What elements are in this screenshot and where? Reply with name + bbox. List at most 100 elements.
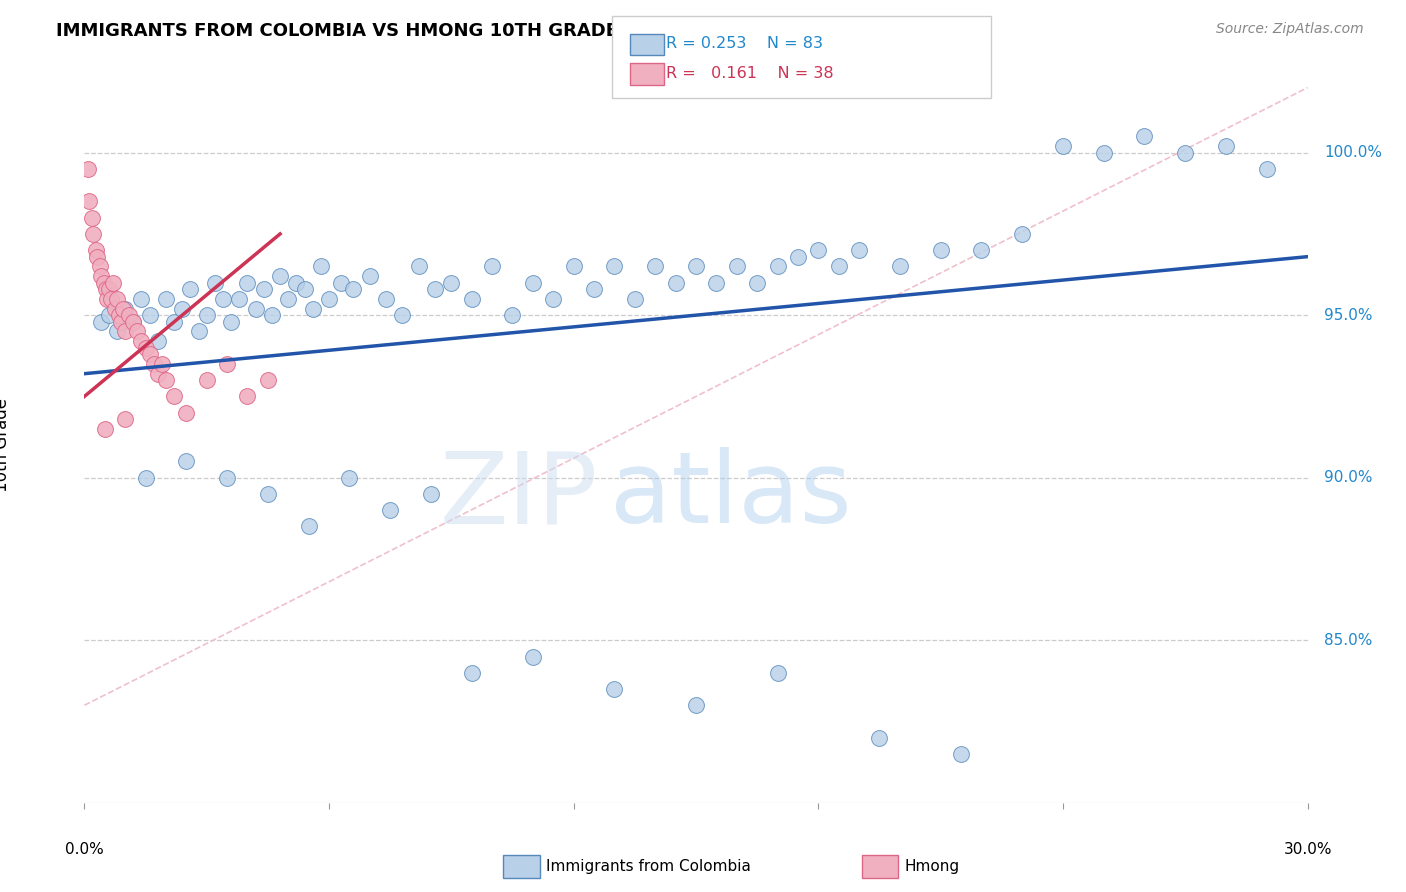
Point — [163, 389, 186, 403]
Point — [105, 325, 128, 339]
Point — [100, 292, 122, 306]
Point — [90, 315, 112, 329]
Point — [257, 487, 280, 501]
Point — [522, 649, 544, 664]
Point — [309, 260, 332, 274]
Point — [685, 260, 707, 274]
Point — [93, 276, 115, 290]
Point — [195, 308, 218, 322]
Point — [970, 243, 993, 257]
Point — [1011, 227, 1033, 241]
Point — [889, 260, 911, 274]
Point — [543, 292, 565, 306]
Point — [408, 260, 430, 274]
Point — [423, 282, 446, 296]
Point — [298, 519, 321, 533]
Point — [330, 276, 353, 290]
Point — [108, 308, 131, 322]
Point — [236, 276, 259, 290]
Text: 85.0%: 85.0% — [1324, 632, 1372, 648]
Point — [766, 665, 789, 680]
Point — [929, 243, 952, 257]
Point — [236, 389, 259, 403]
Point — [522, 276, 544, 290]
Text: Source: ZipAtlas.com: Source: ZipAtlas.com — [1216, 22, 1364, 37]
Point — [848, 243, 870, 257]
Point — [603, 260, 626, 274]
Point — [380, 503, 402, 517]
Point — [90, 269, 112, 284]
Point — [245, 301, 267, 316]
Point — [1215, 139, 1237, 153]
Point — [766, 260, 789, 274]
Text: Immigrants from Colombia: Immigrants from Colombia — [546, 859, 751, 873]
Point — [277, 292, 299, 306]
Point — [706, 276, 728, 290]
Point — [146, 367, 169, 381]
Point — [114, 325, 136, 339]
Point — [89, 260, 111, 274]
Point — [155, 292, 177, 306]
Point — [217, 357, 239, 371]
Point — [127, 325, 149, 339]
Point — [301, 301, 323, 316]
Text: 10th Grade: 10th Grade — [0, 398, 11, 492]
Point — [217, 471, 239, 485]
Point — [725, 260, 748, 274]
Point — [253, 282, 276, 296]
Point — [146, 334, 169, 348]
Point — [131, 334, 153, 348]
Point — [318, 292, 340, 306]
Point — [86, 250, 108, 264]
Point — [122, 315, 145, 329]
Point — [228, 292, 250, 306]
Point — [562, 260, 585, 274]
Point — [135, 341, 157, 355]
Point — [138, 347, 160, 361]
Point — [84, 243, 107, 257]
Point — [420, 487, 443, 501]
Text: ZIP: ZIP — [440, 447, 598, 544]
Text: Hmong: Hmong — [904, 859, 959, 873]
Point — [359, 269, 381, 284]
Point — [440, 276, 463, 290]
Point — [104, 301, 127, 316]
Point — [174, 406, 197, 420]
Point — [93, 422, 115, 436]
Point — [269, 269, 291, 284]
Point — [195, 373, 218, 387]
Point — [76, 161, 98, 176]
Point — [80, 211, 103, 225]
Point — [481, 260, 503, 274]
Text: 90.0%: 90.0% — [1324, 470, 1372, 485]
Point — [1052, 139, 1074, 153]
Point — [624, 292, 647, 306]
Text: 30.0%: 30.0% — [1284, 842, 1331, 857]
Point — [97, 308, 120, 322]
Point — [339, 471, 360, 485]
Text: atlas: atlas — [610, 447, 852, 544]
Point — [138, 308, 160, 322]
Point — [204, 276, 226, 290]
Point — [131, 292, 153, 306]
Point — [179, 282, 201, 296]
Point — [1133, 129, 1156, 144]
Point — [155, 373, 177, 387]
Point — [501, 308, 523, 322]
Point — [174, 454, 197, 468]
Point — [807, 243, 830, 257]
Point — [1256, 161, 1278, 176]
Point — [163, 315, 186, 329]
Point — [950, 747, 973, 761]
Point — [82, 227, 104, 241]
Point — [391, 308, 413, 322]
Point — [142, 357, 165, 371]
Text: R = 0.253    N = 83: R = 0.253 N = 83 — [666, 37, 824, 51]
Point — [745, 276, 768, 290]
Point — [101, 276, 124, 290]
Point — [172, 301, 194, 316]
Point — [97, 282, 120, 296]
Point — [105, 292, 128, 306]
Point — [118, 308, 141, 322]
Point — [603, 681, 626, 696]
